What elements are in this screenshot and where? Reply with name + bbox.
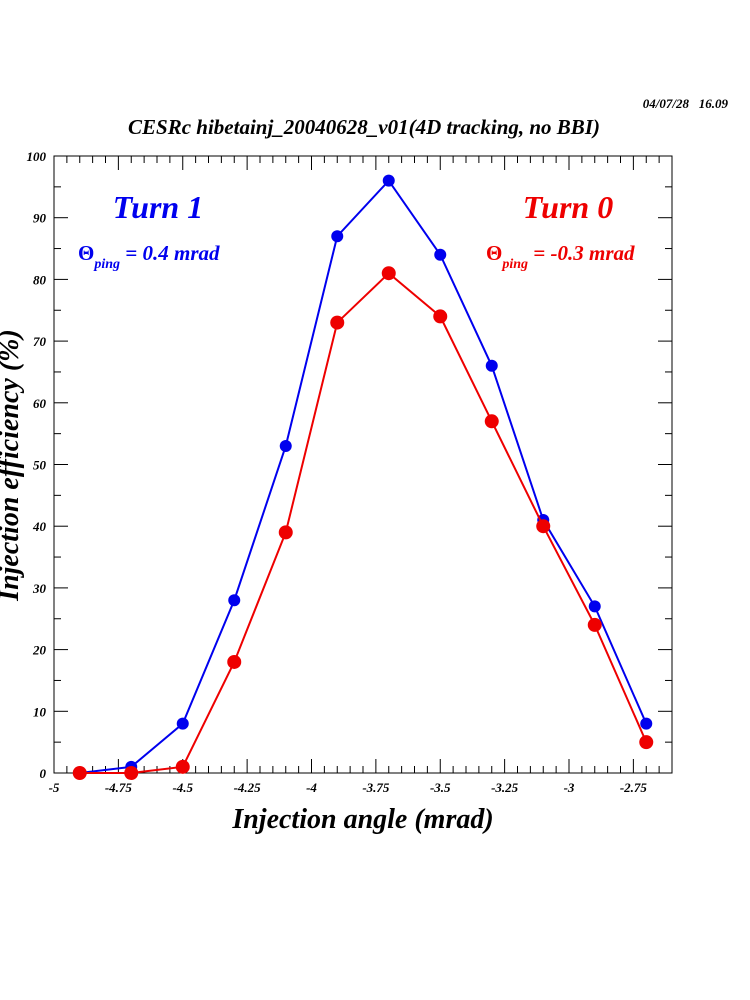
y-tick-label: 70 — [33, 334, 47, 349]
x-tick-label: -3 — [564, 780, 575, 795]
y-tick-label: 30 — [32, 581, 47, 596]
data-point — [228, 594, 241, 607]
data-point — [330, 315, 345, 330]
axis-ticks: -5 -4.75 -4.5 -4.25 -4 -3.75 -3.5 -3.25 -3 -2.75 0… — [27, 149, 673, 795]
y-tick-label: 20 — [32, 643, 47, 658]
y-tick-label: 80 — [33, 272, 47, 287]
y-tick-label: 60 — [33, 396, 47, 411]
theta-value: = 0.4 mrad — [120, 241, 220, 265]
data-point — [382, 174, 395, 187]
y-tick-label: 90 — [33, 211, 47, 226]
data-point — [536, 519, 551, 534]
data-point — [433, 309, 448, 324]
x-tick-label: -4.75 — [105, 780, 133, 795]
x-tick-label: -5 — [49, 780, 60, 795]
data-point — [331, 230, 344, 243]
y-tick-label: 100 — [27, 149, 47, 164]
data-point — [639, 735, 654, 750]
theta-subscript: ping — [93, 257, 120, 272]
series-turn-0 — [72, 266, 654, 780]
timestamp: 04/07/28 16.09 — [643, 96, 729, 111]
theta-subscript: ping — [501, 257, 528, 272]
data-point — [588, 600, 601, 613]
data-point — [640, 717, 653, 730]
data-point — [278, 525, 293, 540]
x-tick-label: -3.25 — [491, 780, 519, 795]
series-line — [79, 271, 648, 774]
data-point — [279, 439, 292, 452]
y-tick-label: 50 — [33, 458, 47, 473]
x-axis-label: Injection angle (mrad) — [231, 804, 493, 835]
turn0-label: Turn 0 — [523, 189, 613, 225]
theta-symbol: Θ — [78, 241, 94, 265]
data-point — [485, 359, 498, 372]
x-tick-label: -2.75 — [620, 780, 648, 795]
data-point — [484, 414, 499, 429]
data-point — [72, 766, 87, 780]
x-tick-label: -4 — [306, 780, 317, 795]
data-point — [175, 759, 190, 774]
y-tick-label: 40 — [32, 519, 47, 534]
series-turn-1 — [73, 174, 653, 779]
x-tick-label: -3.5 — [430, 780, 451, 795]
data-point — [176, 717, 189, 730]
chart-title: CESRc hibetainj_20040628_v01(4D tracking… — [128, 115, 600, 139]
theta-symbol: Θ — [486, 241, 502, 265]
data-point — [587, 617, 602, 632]
turn0-theta: Θping = -0.3 mrad — [486, 241, 635, 272]
y-tick-label: 10 — [33, 704, 47, 719]
turn1-label: Turn 1 — [113, 189, 203, 225]
y-tick-label: 0 — [40, 766, 47, 781]
data-point — [434, 248, 447, 261]
y-axis-label: Injection efficiency (%) — [0, 329, 25, 602]
series-line — [79, 179, 648, 774]
data-point — [381, 266, 396, 281]
x-tick-label: -4.25 — [234, 780, 262, 795]
data-point — [124, 766, 139, 780]
turn1-theta: Θping = 0.4 mrad — [78, 241, 220, 272]
x-tick-label: -3.75 — [362, 780, 390, 795]
x-tick-label: -4.5 — [172, 780, 193, 795]
theta-value: = -0.3 mrad — [528, 241, 635, 265]
data-point — [227, 654, 242, 669]
